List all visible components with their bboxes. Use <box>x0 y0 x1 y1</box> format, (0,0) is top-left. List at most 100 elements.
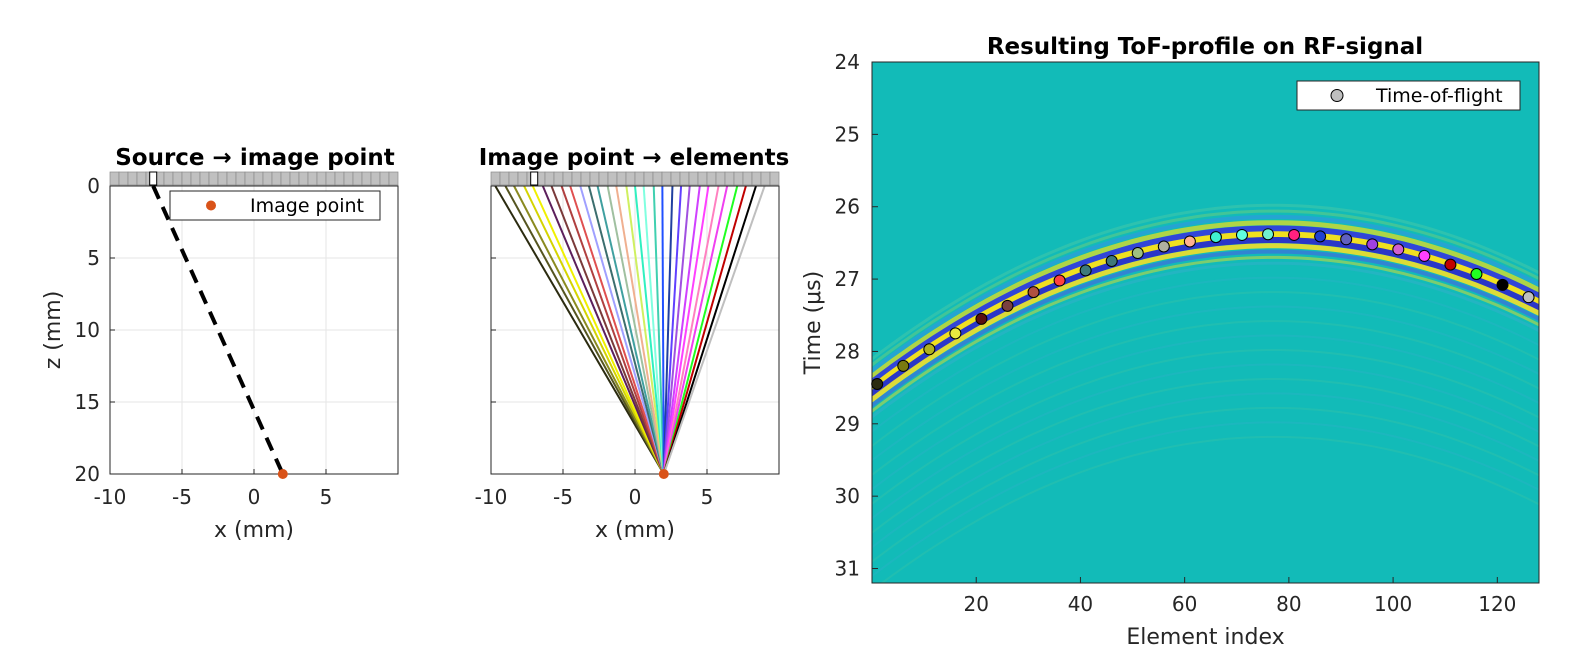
image-point-marker <box>658 469 669 479</box>
ray-line <box>579 185 665 475</box>
tof-point <box>1444 258 1457 271</box>
tof-point <box>1157 240 1170 253</box>
ticks: -10 -5 0 5 <box>475 185 713 509</box>
legend-box <box>169 190 381 221</box>
wave-echo <box>872 291 1539 448</box>
transducer-element <box>379 171 390 186</box>
rf-wavefront <box>872 203 1539 583</box>
x-tick-label: 0 <box>629 485 642 509</box>
transducer-element <box>499 171 510 186</box>
wave-echo <box>872 392 1539 549</box>
transducer-element <box>517 171 528 186</box>
ray-line <box>550 185 665 475</box>
transducer-element <box>235 171 246 186</box>
x-tick-label: 100 <box>1374 592 1412 616</box>
wave-band <box>872 243 1539 403</box>
ray-line <box>662 185 757 475</box>
x-tick-label: 40 <box>1068 592 1093 616</box>
x-tick-label: 20 <box>963 592 988 616</box>
y-tick-label: 30 <box>835 484 860 508</box>
tof-points <box>871 228 1535 391</box>
wave-band <box>872 249 1539 408</box>
transducer-element <box>316 171 327 186</box>
wave-band <box>872 255 1539 414</box>
transducer-element <box>742 171 753 186</box>
ray-line <box>662 185 720 475</box>
y-tick-label: 24 <box>835 50 860 74</box>
tof-point <box>1235 228 1248 241</box>
transducer-element <box>544 171 555 186</box>
transducer-element <box>661 171 672 186</box>
wave-echo <box>880 435 1539 583</box>
y-axis-label: Time (μs) <box>801 271 826 375</box>
ray-line <box>642 185 665 475</box>
ray-line <box>661 185 665 475</box>
x-tick-label: -10 <box>94 485 127 509</box>
source-element <box>530 171 539 186</box>
wave-echo <box>872 276 1539 433</box>
transducer-element <box>388 171 399 186</box>
transducer-element <box>670 171 681 186</box>
x-axis-label: x (mm) <box>214 518 294 543</box>
tof-point <box>1288 228 1301 241</box>
transducer-element <box>136 171 147 186</box>
tof-point <box>1183 235 1196 248</box>
legend-marker <box>1330 89 1344 102</box>
ray-line <box>504 185 665 475</box>
transducer-element <box>262 171 273 186</box>
wave-band <box>872 261 1539 419</box>
transducer-element <box>643 171 654 186</box>
y-tick-label: 5 <box>87 246 100 270</box>
chart-title: Image point → elements <box>479 145 790 171</box>
ray-line <box>523 185 665 475</box>
y-tick-label: 0 <box>87 174 100 198</box>
transducer-element <box>697 171 708 186</box>
legend-marker <box>206 200 216 211</box>
wave-echo <box>872 334 1539 491</box>
wave-echo <box>872 406 1539 563</box>
transducer-element <box>109 171 120 186</box>
transducer-element <box>352 171 363 186</box>
tof-point <box>1522 291 1535 304</box>
x-tick-label: 5 <box>320 485 333 509</box>
y-tick-label: 28 <box>835 339 860 363</box>
transducer-element <box>589 171 600 186</box>
transducer-element <box>190 171 201 186</box>
tof-point <box>1314 230 1327 243</box>
transducer-element <box>307 171 318 186</box>
ray-line <box>569 185 665 475</box>
transducer-element <box>769 171 780 186</box>
ray-line <box>662 185 683 475</box>
transducer-element <box>253 171 264 186</box>
tof-point <box>923 343 936 356</box>
tof-point <box>1053 274 1066 287</box>
transducer-element <box>244 171 255 186</box>
wave-band <box>872 214 1539 374</box>
wave-band <box>872 225 1539 387</box>
transducer-element <box>652 171 663 186</box>
tof-point <box>1001 299 1014 312</box>
transducer-element <box>172 171 183 186</box>
ray-line <box>662 185 701 475</box>
y-tick-label: 15 <box>75 390 100 414</box>
tof-point <box>1079 264 1092 277</box>
ray-line <box>634 185 665 475</box>
y-tick-label: 26 <box>835 195 860 219</box>
transducer-element <box>706 171 717 186</box>
ticks: -10 -5 0 5 0 5 10 15 20 <box>75 174 333 509</box>
wave-band <box>872 237 1539 398</box>
transducer-element <box>733 171 744 186</box>
transducer-element <box>715 171 726 186</box>
transducer-element <box>361 171 372 186</box>
source-path-line <box>151 185 285 475</box>
transducer-element <box>607 171 618 186</box>
transducer-element <box>226 171 237 186</box>
ray-line <box>662 185 710 475</box>
tof-point <box>1105 254 1118 267</box>
transducer-element <box>490 171 501 186</box>
grid <box>109 185 398 475</box>
y-tick-label: 10 <box>75 318 100 342</box>
wave-echo <box>872 320 1539 477</box>
transducer-element <box>580 171 591 186</box>
wave-band <box>872 220 1539 380</box>
